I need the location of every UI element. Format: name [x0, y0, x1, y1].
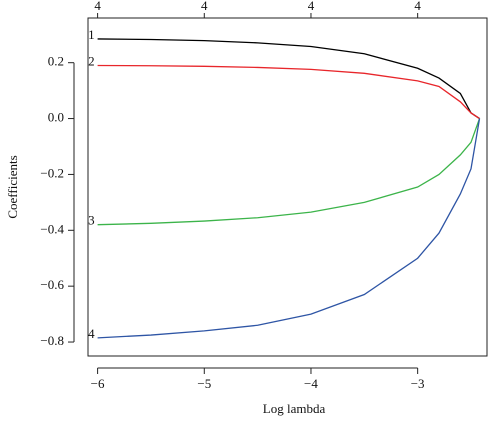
line-label: 2	[88, 53, 95, 68]
coef-line	[97, 118, 481, 339]
y-tick-label: 0.0	[48, 110, 64, 125]
y-tick-label: −0.6	[40, 277, 64, 292]
x2-tick-label: 4	[94, 0, 101, 13]
y-tick-label: 0.2	[48, 54, 64, 69]
line-label: 1	[88, 27, 95, 42]
x-tick-label: −4	[304, 376, 318, 391]
x-axis-label: Log lambda	[263, 401, 326, 416]
plot-frame	[87, 17, 488, 357]
coef-line	[97, 64, 480, 120]
y-tick-label: −0.4	[40, 221, 64, 236]
y-axis-label: Coefficients	[5, 155, 20, 218]
x2-tick-label: 4	[414, 0, 421, 13]
y-tick-label: −0.2	[40, 165, 64, 180]
coef-line	[97, 118, 481, 226]
x2-tick-label: 4	[308, 0, 315, 13]
x2-tick-label: 4	[201, 0, 208, 13]
x-tick-label: −5	[197, 376, 211, 391]
x-tick-label: −3	[411, 376, 425, 391]
x-tick-label: −6	[91, 376, 105, 391]
coef-line	[97, 38, 480, 120]
y-tick-label: −0.8	[40, 333, 64, 348]
line-label: 4	[88, 326, 95, 341]
line-label: 3	[88, 213, 95, 228]
